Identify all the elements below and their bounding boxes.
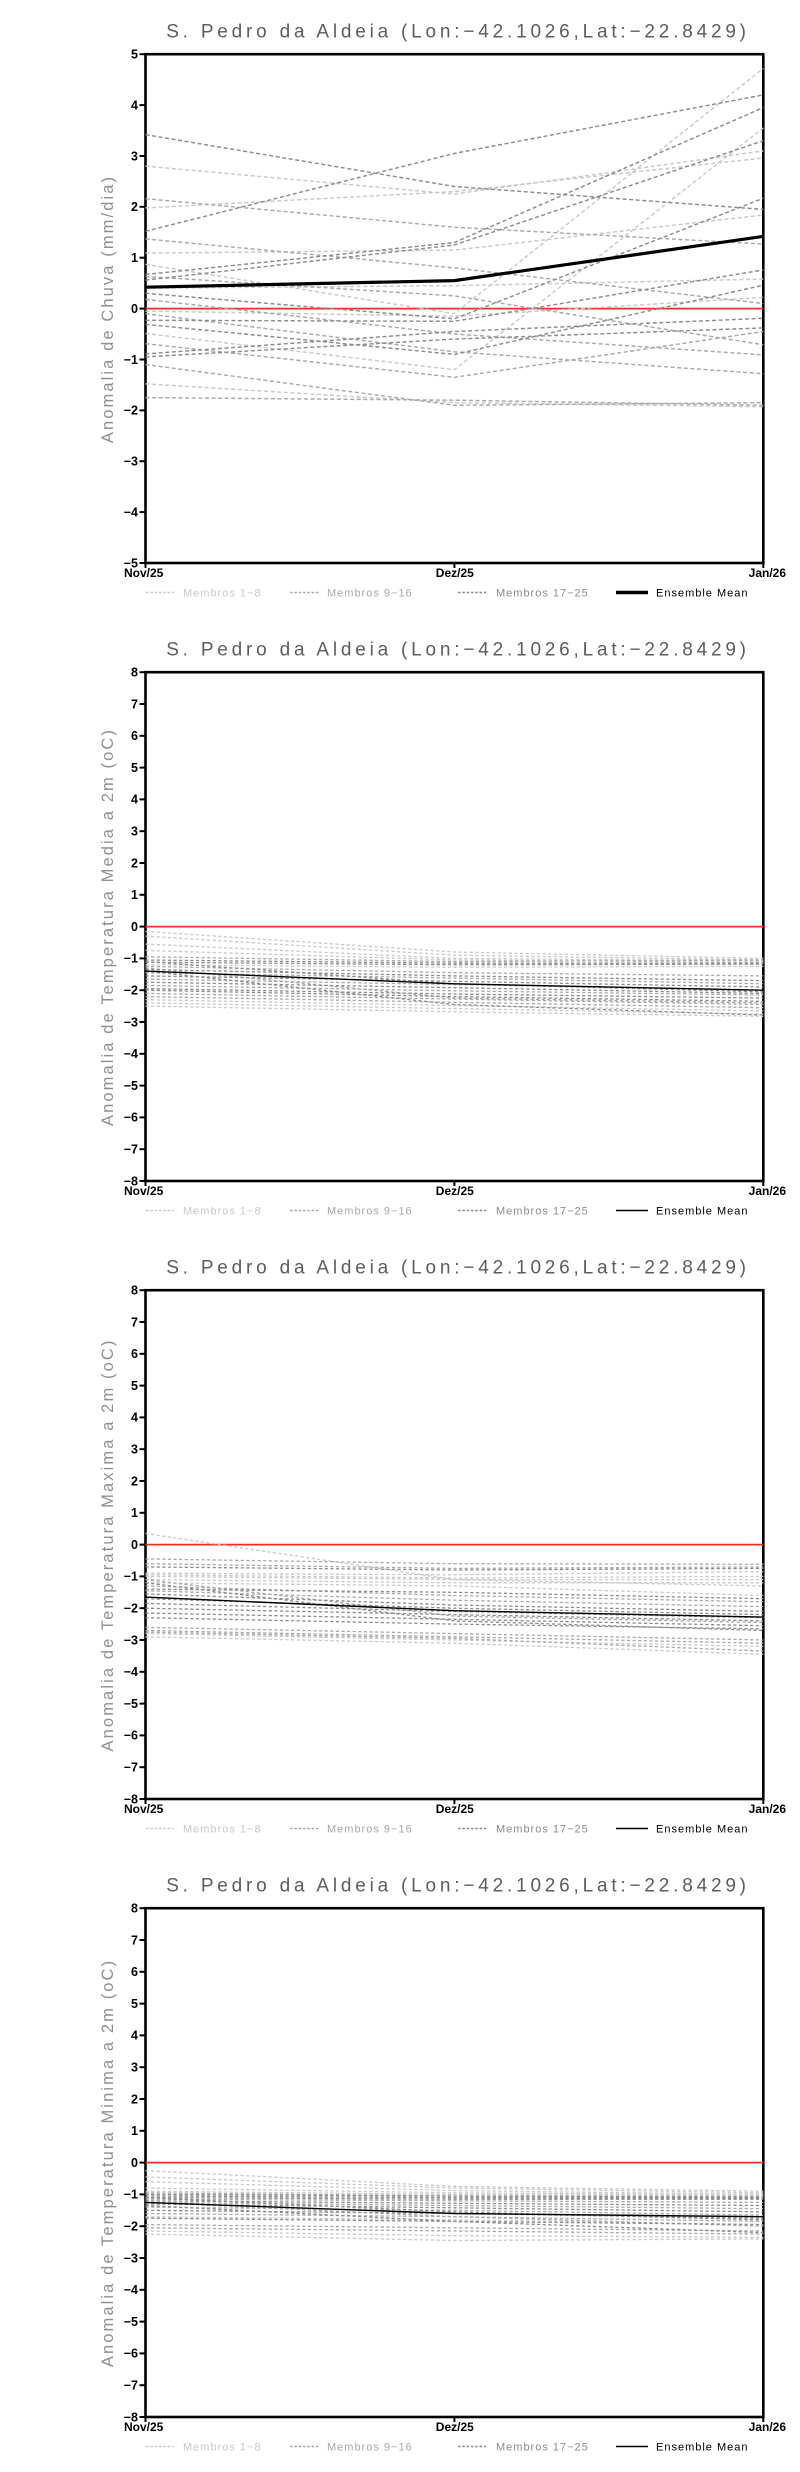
svg-text:Membros 17−25: Membros 17−25 xyxy=(496,1205,589,1217)
svg-text:−3: −3 xyxy=(124,455,138,469)
svg-text:6: 6 xyxy=(131,1965,138,1979)
svg-text:−3: −3 xyxy=(124,1015,138,1029)
svg-text:8: 8 xyxy=(131,1284,138,1298)
svg-text:−1: −1 xyxy=(124,1570,138,1584)
svg-text:3: 3 xyxy=(131,825,138,839)
svg-text:Jan/26: Jan/26 xyxy=(749,2420,787,2434)
svg-text:−1: −1 xyxy=(124,353,138,367)
svg-text:Dez/25: Dez/25 xyxy=(436,566,474,580)
svg-text:−7: −7 xyxy=(124,2379,138,2393)
svg-text:−3: −3 xyxy=(124,1633,138,1647)
svg-text:Membros 9−16: Membros 9−16 xyxy=(327,587,413,599)
svg-text:Membros 17−25: Membros 17−25 xyxy=(496,1823,589,1835)
svg-text:Anomalia de Temperatura Maxima: Anomalia de Temperatura Maxima a 2m (oC) xyxy=(99,1339,117,1752)
svg-text:S. Pedro da Aldeia (Lon:−42.10: S. Pedro da Aldeia (Lon:−42.1026,Lat:−22… xyxy=(166,1258,750,1279)
svg-text:5: 5 xyxy=(131,1997,138,2011)
svg-text:Membros 9−16: Membros 9−16 xyxy=(327,1823,413,1835)
svg-text:−5: −5 xyxy=(124,556,138,570)
svg-text:7: 7 xyxy=(131,1933,138,1947)
svg-text:0: 0 xyxy=(131,2156,138,2170)
svg-text:1: 1 xyxy=(131,888,138,902)
svg-text:Dez/25: Dez/25 xyxy=(436,2420,474,2434)
svg-text:−8: −8 xyxy=(124,2410,138,2424)
svg-text:−1: −1 xyxy=(124,2188,138,2202)
svg-text:−2: −2 xyxy=(124,404,138,418)
svg-text:0: 0 xyxy=(131,920,138,934)
svg-text:−5: −5 xyxy=(124,2315,138,2329)
svg-text:−8: −8 xyxy=(124,1792,138,1806)
svg-text:3: 3 xyxy=(131,149,138,163)
svg-text:−4: −4 xyxy=(124,505,138,519)
svg-text:0: 0 xyxy=(131,1538,138,1552)
svg-text:4: 4 xyxy=(131,1411,138,1425)
svg-text:5: 5 xyxy=(131,48,138,62)
svg-text:Membros 17−25: Membros 17−25 xyxy=(496,2441,589,2453)
svg-text:6: 6 xyxy=(131,1347,138,1361)
svg-text:Membros 17−25: Membros 17−25 xyxy=(496,587,589,599)
svg-text:Dez/25: Dez/25 xyxy=(436,1802,474,1816)
svg-text:−6: −6 xyxy=(124,1729,138,1743)
svg-text:4: 4 xyxy=(131,793,138,807)
svg-text:−7: −7 xyxy=(124,1143,138,1157)
svg-text:Membros 1−8: Membros 1−8 xyxy=(183,1205,262,1217)
svg-text:7: 7 xyxy=(131,697,138,711)
svg-text:Nov/25: Nov/25 xyxy=(124,566,164,580)
svg-text:Membros 1−8: Membros 1−8 xyxy=(183,1823,262,1835)
svg-text:Membros 9−16: Membros 9−16 xyxy=(327,1205,413,1217)
svg-text:Ensemble Mean: Ensemble Mean xyxy=(656,1205,749,1217)
svg-text:Anomalia de Chuva (mm/dia): Anomalia de Chuva (mm/dia) xyxy=(99,175,117,443)
svg-text:Jan/26: Jan/26 xyxy=(749,566,787,580)
svg-text:3: 3 xyxy=(131,2061,138,2075)
svg-text:2: 2 xyxy=(131,2092,138,2106)
svg-text:Nov/25: Nov/25 xyxy=(124,1184,164,1198)
svg-text:−8: −8 xyxy=(124,1174,138,1188)
svg-text:Membros 9−16: Membros 9−16 xyxy=(327,2441,413,2453)
svg-text:Nov/25: Nov/25 xyxy=(124,1802,164,1816)
svg-text:5: 5 xyxy=(131,761,138,775)
svg-text:−6: −6 xyxy=(124,2347,138,2361)
svg-text:−5: −5 xyxy=(124,1697,138,1711)
svg-text:3: 3 xyxy=(131,1443,138,1457)
svg-text:Membros 1−8: Membros 1−8 xyxy=(183,2441,262,2453)
svg-text:8: 8 xyxy=(131,1902,138,1916)
svg-text:−4: −4 xyxy=(124,1665,138,1679)
svg-text:−6: −6 xyxy=(124,1111,138,1125)
svg-text:−4: −4 xyxy=(124,2283,138,2297)
svg-text:0: 0 xyxy=(131,302,138,316)
svg-text:S. Pedro da Aldeia (Lon:−42.10: S. Pedro da Aldeia (Lon:−42.1026,Lat:−22… xyxy=(166,1876,750,1897)
svg-text:Nov/25: Nov/25 xyxy=(124,2420,164,2434)
svg-text:−2: −2 xyxy=(124,984,138,998)
svg-text:−2: −2 xyxy=(124,1602,138,1616)
svg-text:Jan/26: Jan/26 xyxy=(749,1802,787,1816)
svg-text:7: 7 xyxy=(131,1315,138,1329)
svg-text:Anomalia de Temperatura Minima: Anomalia de Temperatura Minima a 2m (oC) xyxy=(99,1959,117,2367)
svg-text:Ensemble Mean: Ensemble Mean xyxy=(656,587,749,599)
svg-text:1: 1 xyxy=(131,251,138,265)
svg-text:2: 2 xyxy=(131,856,138,870)
svg-text:−5: −5 xyxy=(124,1079,138,1093)
svg-text:−4: −4 xyxy=(124,1047,138,1061)
svg-text:8: 8 xyxy=(131,666,138,680)
svg-text:Membros 1−8: Membros 1−8 xyxy=(183,587,262,599)
svg-text:−3: −3 xyxy=(124,2251,138,2265)
svg-text:1: 1 xyxy=(131,2124,138,2138)
svg-text:S. Pedro da Aldeia (Lon:−42.10: S. Pedro da Aldeia (Lon:−42.1026,Lat:−22… xyxy=(166,22,750,43)
svg-text:4: 4 xyxy=(131,98,138,112)
svg-text:−7: −7 xyxy=(124,1761,138,1775)
svg-text:6: 6 xyxy=(131,729,138,743)
svg-text:5: 5 xyxy=(131,1379,138,1393)
svg-text:Jan/26: Jan/26 xyxy=(749,1184,787,1198)
svg-text:Anomalia de Temperatura Media: Anomalia de Temperatura Media a 2m (oC) xyxy=(99,728,117,1126)
svg-text:1: 1 xyxy=(131,1506,138,1520)
svg-text:4: 4 xyxy=(131,2029,138,2043)
svg-text:−1: −1 xyxy=(124,952,138,966)
svg-text:Dez/25: Dez/25 xyxy=(436,1184,474,1198)
svg-text:−2: −2 xyxy=(124,2220,138,2234)
svg-text:S. Pedro da Aldeia (Lon:−42.10: S. Pedro da Aldeia (Lon:−42.1026,Lat:−22… xyxy=(166,640,750,661)
svg-text:Ensemble Mean: Ensemble Mean xyxy=(656,2441,749,2453)
svg-text:2: 2 xyxy=(131,1474,138,1488)
svg-text:Ensemble Mean: Ensemble Mean xyxy=(656,1823,749,1835)
svg-text:2: 2 xyxy=(131,200,138,214)
